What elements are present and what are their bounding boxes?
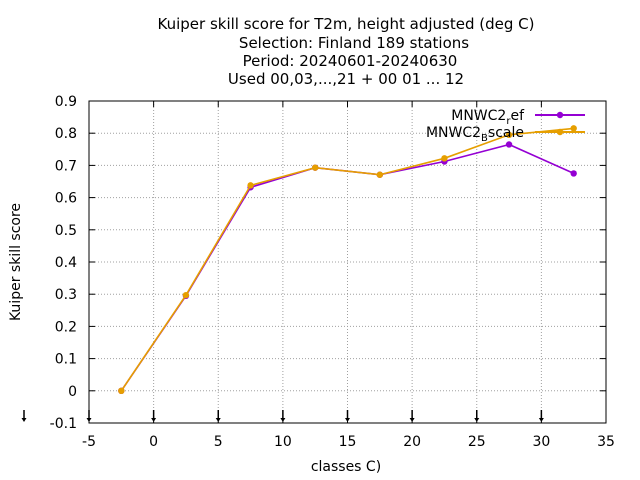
series-point-1 [441,155,448,162]
y-tick-label: 0.6 [55,191,77,207]
x-axis-ticks: -5 0 5 10 15 20 25 30 35 [82,101,615,450]
y-tick-label: 0.2 [55,319,77,335]
y-tick-label: 0.7 [55,158,77,174]
y-axis-ticks: -0.1 0 0.1 0.2 0.3 0.4 0.5 0.6 0.7 0.8 0.9 [50,94,606,432]
x-tick-label: -5 [82,434,96,450]
y-tick-label: 0.1 [55,352,77,368]
x-tick-label: 15 [339,434,357,450]
x-tick-label: 25 [468,434,486,450]
legend-label-ref: MNWC2ref [451,108,525,127]
x-tick-label: 5 [214,434,223,450]
legend-marker-0 [556,111,564,119]
x-tick-label: 30 [532,434,550,450]
legend-label-bscale: MNWC2Bscale [426,125,524,144]
data-series [118,125,577,394]
series-point-1 [505,131,513,139]
x-tick-label: 20 [403,434,421,450]
marker-arrow-head [151,418,157,422]
y-axis-label: Kuiper skill score [8,203,24,321]
plot-frame [88,100,607,424]
y-tick-label: 0 [68,384,77,400]
title-line-3: Period: 20240601-20240630 [243,52,458,70]
series-point-1 [118,387,125,394]
series-point-1 [247,182,254,189]
y-tick-label: 0.9 [55,94,77,110]
y-tick-label: 0.8 [55,126,77,142]
series-point-0 [570,170,577,177]
title-line-1: Kuiper skill score for T2m, height adjus… [158,15,535,33]
series-point-0 [505,141,513,148]
series-line-1 [120,127,574,392]
title-line-2: Selection: Finland 189 stations [239,34,469,52]
series-point-1 [311,164,319,171]
title-line-4: Used 00,03,...,21 + 00 01 ... 12 [228,70,464,88]
grid-lines [89,101,606,423]
legend-marker-1 [556,128,564,136]
y-tick-label: 0.4 [55,255,77,271]
marker-arrow-head [538,418,544,422]
y-tick-label: 0.3 [55,287,77,303]
marker-arrow-head [345,418,350,422]
x-axis-label: classes C) [311,459,381,475]
legend: MNWC2ref MNWC2Bscale [426,108,585,144]
marker-arrow-head [474,418,480,422]
x-tick-label: 35 [597,434,615,450]
series-point-1 [570,125,577,132]
marker-arrow-head [409,418,415,422]
y-tick-label: -0.1 [50,416,77,432]
chart-title: Kuiper skill score for T2m, height adjus… [158,15,535,88]
marker-arrow-head [280,418,286,422]
series-point-1 [376,171,384,178]
y-tick-label: 0.5 [55,223,77,239]
x-tick-label: 0 [149,434,158,450]
marker-arrow-head [21,418,27,422]
sample-size-markers [21,410,544,422]
series-point-1 [182,291,190,299]
marker-arrow-head [215,418,221,422]
x-tick-label: 10 [274,434,292,450]
